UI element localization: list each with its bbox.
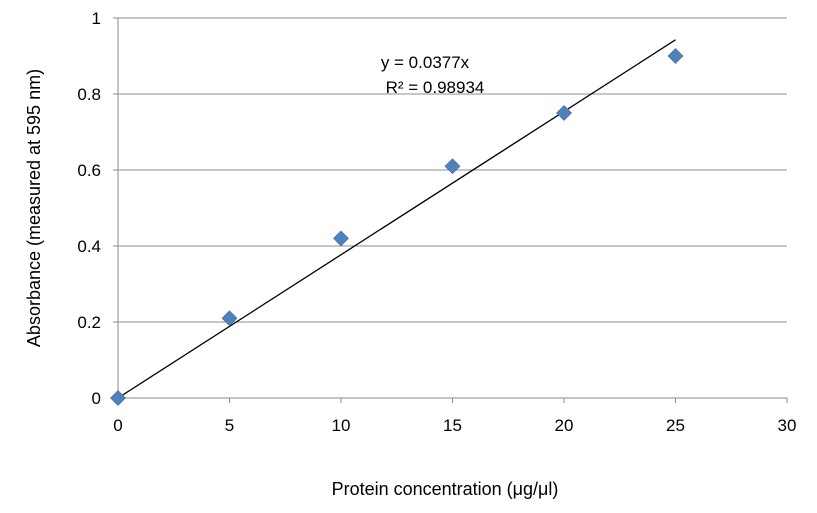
data-point-0-5 (667, 48, 684, 64)
x-tick-label-0: 0 (113, 416, 122, 435)
x-tick-label-5: 25 (666, 416, 685, 435)
y-tick-label-5: 1 (92, 9, 101, 28)
data-point-0-4 (556, 105, 572, 121)
y-axis-title: Absorbance (measured at 595 nm) (24, 69, 44, 347)
x-tick-label-4: 20 (555, 416, 574, 435)
x-tick-labels: 0 5 10 15 20 25 30 (113, 398, 796, 435)
y-tick-label-3: 0.6 (77, 161, 101, 180)
x-tick-label-1: 5 (225, 416, 234, 435)
y-tick-label-1: 0.2 (77, 313, 101, 332)
y-tick-label-0: 0 (92, 389, 101, 408)
r-squared-label: R² = 0.98934 (386, 78, 485, 97)
x-tick-label-2: 10 (332, 416, 351, 435)
data-points (110, 48, 684, 406)
y-tick-label-2: 0.4 (77, 237, 101, 256)
trendline (117, 39, 676, 399)
data-point-0-3 (444, 158, 461, 175)
data-point-0-1 (221, 310, 238, 327)
y-tick-label-4: 0.8 (77, 85, 101, 104)
x-tick-label-6: 30 (778, 416, 797, 435)
x-tick-label-3: 15 (443, 416, 462, 435)
x-axis-title: Protein concentration (μg/μl) (332, 479, 559, 499)
trendline-equation: y = 0.0377x (381, 53, 470, 72)
data-point-0-2 (333, 230, 349, 247)
y-tick-labels: 0 0.2 0.4 0.6 0.8 1 (77, 9, 118, 408)
data-point-0-0 (110, 390, 126, 406)
